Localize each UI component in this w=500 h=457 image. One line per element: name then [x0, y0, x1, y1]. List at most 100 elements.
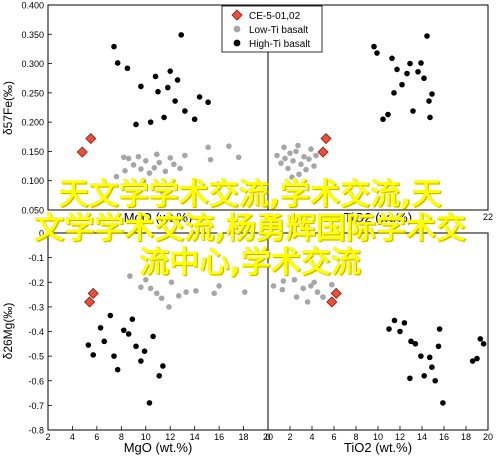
x-tick-label: 10 — [141, 432, 151, 442]
y-tick-label: -0.6 — [28, 376, 44, 386]
high-ti-basalt-point — [421, 373, 428, 379]
high-ti-basalt-point — [160, 363, 166, 369]
y-tick-label: 0 — [39, 229, 44, 239]
high-ti-basalt-point — [167, 68, 174, 74]
low-ti-basalt-point — [296, 171, 302, 178]
axis-ticks-bottom-right: 0 2 4 6 8 10 12 14 16 18 20 — [265, 426, 493, 442]
high-ti-basalt-point — [114, 60, 121, 66]
high-ti-basalt-point — [397, 328, 403, 335]
x-tick-label: 14 — [417, 432, 427, 442]
low-ti-basalt-point — [278, 160, 284, 166]
low-ti-basalt-point — [130, 162, 137, 168]
low-ti-basalt-point — [281, 144, 287, 151]
x-tick-label: 6 — [94, 432, 99, 442]
low-ti-basalt-point — [171, 161, 177, 168]
plot-frame-bottom-left — [47, 232, 269, 431]
high-ti-basalt-point — [97, 325, 104, 331]
low-ti-basalt-point — [290, 158, 296, 164]
x-tick-label: 20 — [483, 432, 493, 442]
plot-frame-top-right — [267, 4, 489, 211]
low-ti-basalt-point — [285, 165, 291, 172]
x-tick-label: 14 — [190, 432, 200, 442]
low-ti-basalt-point — [183, 289, 189, 295]
low-ti-basalt-point — [158, 295, 165, 302]
low-ti-basalt-point — [311, 163, 317, 169]
x-tick-label: 0 — [265, 432, 270, 442]
x-tick-label: 20 — [263, 432, 273, 442]
high-ti-basalt-point — [107, 312, 114, 319]
ce-5-01-02-point — [330, 287, 342, 299]
high-ti-basalt-point — [391, 317, 398, 324]
data-marks-bottom-left — [83, 269, 248, 406]
low-ti-basalt-point — [295, 142, 301, 149]
high-ti-basalt-point — [129, 316, 136, 322]
high-ti-basalt-point — [147, 119, 154, 125]
high-ti-basalt-point — [146, 400, 153, 406]
axis-ticks-bottom-left: -0.8 -0.7 -0.6 -0.5 -0.4 -0.3 -0.2 -0.1 0 2 4 6 8 10 1… — [28, 229, 273, 443]
low-ti-basalt-point — [287, 150, 293, 156]
y-axis-label-top-left: δ57Fe(‰) — [1, 81, 15, 135]
low-ti-basalt-point — [156, 159, 163, 166]
low-ti-basalt-point — [306, 156, 312, 162]
low-ti-basalt-point — [308, 146, 314, 152]
x-tick-label: 22 — [483, 212, 493, 222]
low-ti-basalt-point — [329, 281, 335, 288]
high-ti-basalt-point — [138, 83, 144, 90]
low-ti-basalt-point — [138, 166, 144, 172]
x-tick-label: 16 — [214, 432, 224, 442]
low-ti-basalt-point — [215, 181, 221, 188]
high-ti-basalt-point — [436, 326, 443, 332]
high-ti-basalt-point — [386, 326, 392, 332]
low-ti-basalt-point — [175, 292, 182, 299]
ce-5-01-02-point — [326, 296, 338, 308]
low-ti-basalt-point — [113, 173, 120, 180]
low-ti-basalt-point — [280, 278, 287, 284]
x-tick-label: 4 — [309, 432, 314, 442]
high-ti-basalt-point — [407, 60, 413, 67]
x-tick-label: 8 — [353, 432, 358, 442]
x-axis-label-bottom-left: MgO (wt.%) — [124, 440, 193, 455]
ce-5-01-02-point — [317, 146, 329, 158]
high-ti-basalt-point — [418, 60, 424, 66]
y-tick-label: 0.300 — [21, 59, 44, 69]
high-ti-basalt-point — [101, 338, 108, 345]
high-ti-basalt-point — [371, 43, 377, 50]
x-tick-label: 2 — [45, 432, 50, 442]
low-ti-basalt-point — [182, 152, 188, 159]
low-ti-basalt-point — [162, 168, 169, 175]
high-ti-basalt-point — [152, 73, 159, 80]
high-ti-basalt-point — [380, 116, 386, 123]
y-tick-label: 0.400 — [21, 1, 44, 11]
high-ti-basalt-point — [412, 341, 419, 347]
low-ti-basalt-point — [177, 165, 183, 172]
low-ti-basalt-point — [282, 155, 288, 162]
low-ti-basalt-point — [216, 283, 222, 289]
high-ti-basalt-point — [421, 75, 427, 82]
high-ti-basalt-point — [155, 88, 161, 95]
high-ti-basalt-point — [474, 355, 480, 362]
low-ti-basalt-point — [211, 290, 218, 297]
panel-bottom-left: -0.8 -0.7 -0.6 -0.5 -0.4 -0.3 -0.2 -0.1 0 2 4 6 8 10 1… — [1, 229, 273, 456]
low-ti-basalt-point — [308, 283, 314, 289]
y-tick-label: 0.050 — [21, 206, 44, 216]
y-tick-label: -0.8 — [28, 426, 44, 436]
y-tick-label: -0.7 — [28, 401, 44, 411]
high-ti-basalt-point — [429, 91, 435, 97]
high-ti-basalt-point — [174, 77, 181, 83]
ce-5-01-02-point — [85, 132, 97, 145]
y-tick-label: 0.250 — [21, 88, 44, 98]
high-ti-basalt-point — [394, 66, 400, 73]
axis-ticks-top-right: 22 — [483, 206, 493, 222]
data-marks-top-right — [274, 33, 435, 180]
high-ti-basalt-point — [164, 84, 171, 91]
high-ti-basalt-point — [138, 358, 144, 364]
high-ti-basalt-point — [389, 55, 395, 62]
low-ti-basalt-point — [138, 284, 144, 290]
y-tick-label: -0.2 — [28, 278, 44, 288]
high-ti-basalt-point — [114, 366, 121, 373]
high-ti-basalt-point — [477, 336, 484, 342]
high-ti-basalt-point — [85, 342, 92, 348]
high-ti-basalt-point — [191, 116, 198, 123]
low-ti-basalt-point — [304, 299, 311, 305]
low-ti-basalt-point — [127, 273, 133, 279]
